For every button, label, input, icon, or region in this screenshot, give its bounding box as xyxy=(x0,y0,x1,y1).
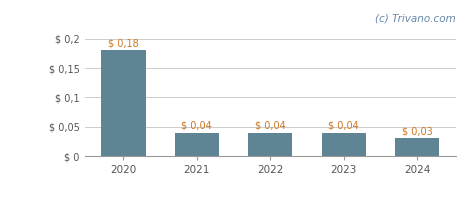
Text: $ 0,18: $ 0,18 xyxy=(108,38,139,48)
Text: $ 0,03: $ 0,03 xyxy=(402,126,432,136)
Text: $ 0,04: $ 0,04 xyxy=(328,120,359,130)
Text: (c) Trivano.com: (c) Trivano.com xyxy=(375,13,456,23)
Bar xyxy=(395,138,439,156)
Text: $ 0,04: $ 0,04 xyxy=(255,120,286,130)
Bar xyxy=(248,133,292,156)
Bar xyxy=(102,50,146,156)
Text: $ 0,04: $ 0,04 xyxy=(181,120,212,130)
Bar xyxy=(175,133,219,156)
Bar xyxy=(321,133,366,156)
